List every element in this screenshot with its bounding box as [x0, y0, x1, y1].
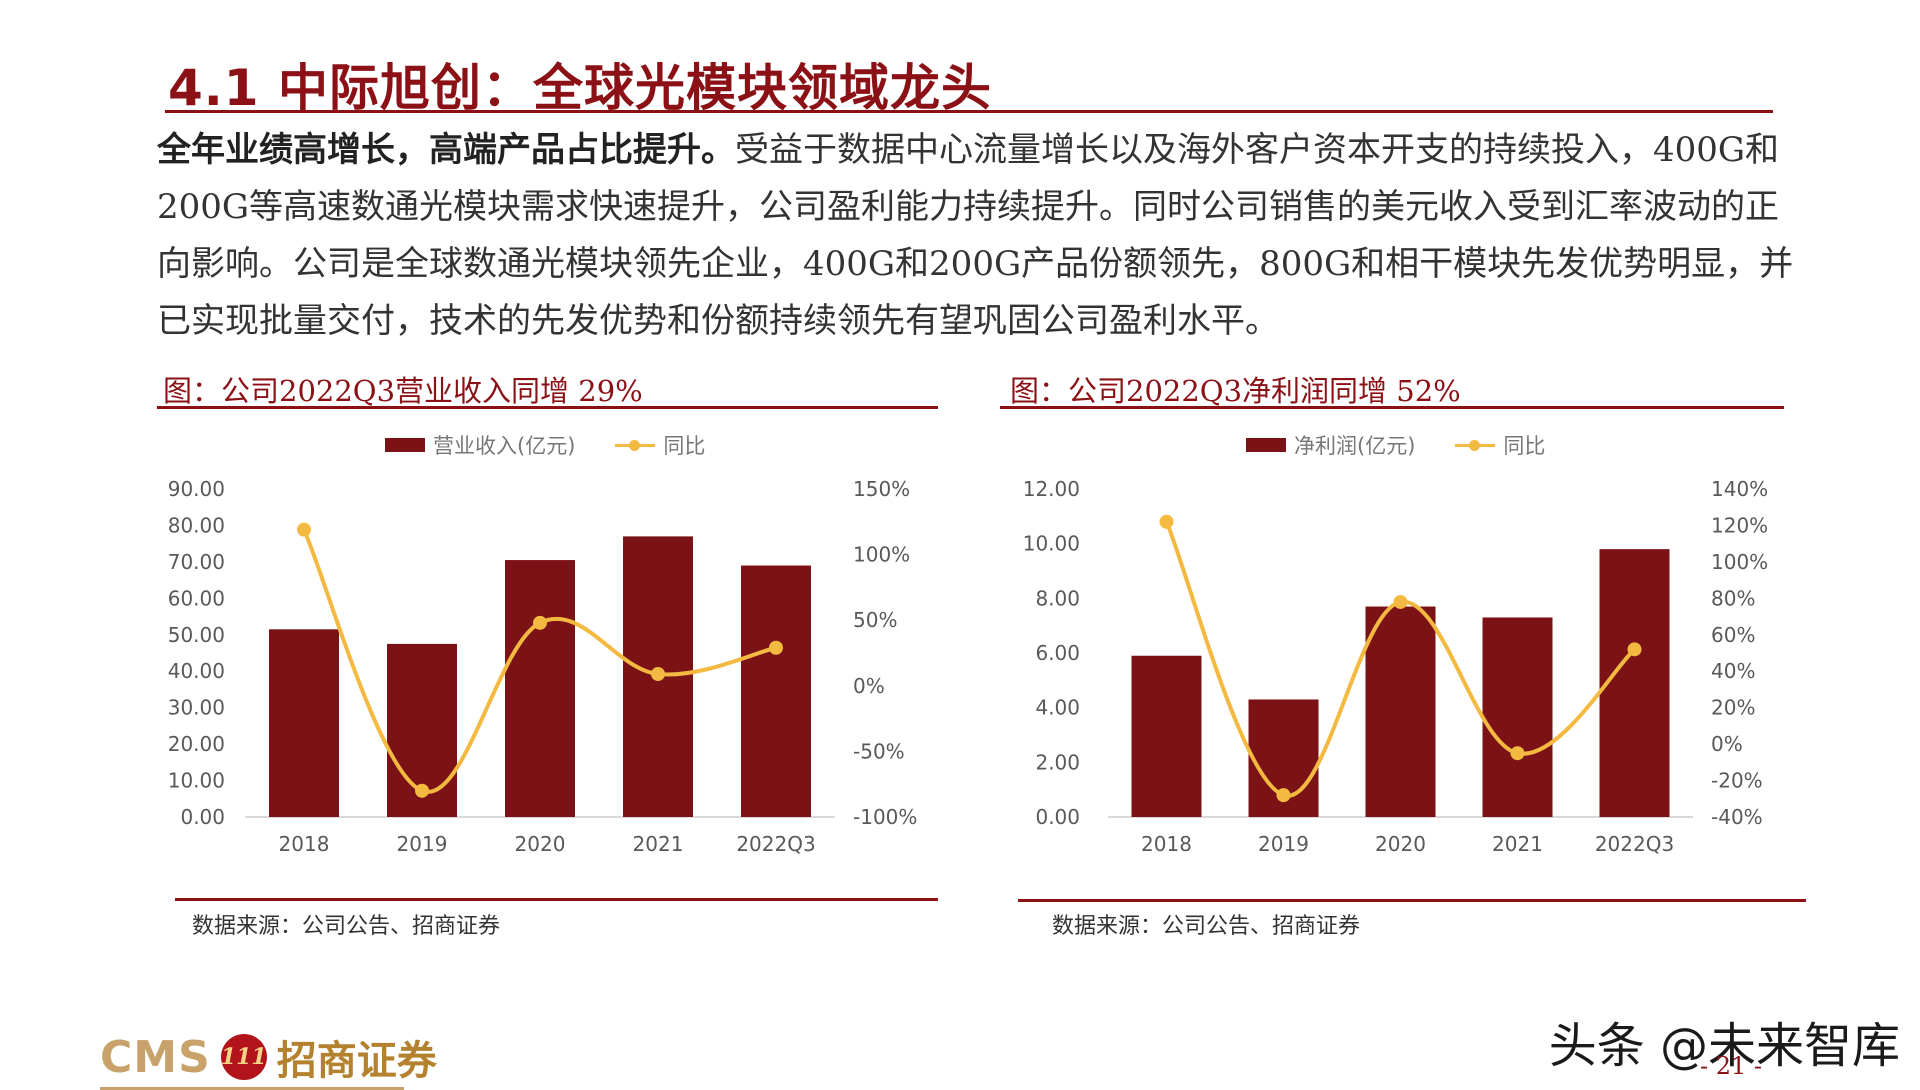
page-title: 4.1 中际旭创：全球光模块领域龙头: [168, 59, 992, 117]
chart-2-source-rule: [1018, 899, 1806, 902]
yoy-line: [1164, 521, 1636, 798]
legend-bar-swatch: [1246, 438, 1286, 452]
chart-1-legend-line: 同比: [663, 434, 706, 458]
y2-tick-label: -40%: [1711, 805, 1763, 829]
summary-body: 受益于数据中心流量增长以及海外客户资本开支的持续投入，400G和200G等高速数…: [157, 130, 1794, 341]
x-tick-label: 2019: [1258, 832, 1309, 856]
y2-tick-label: 60%: [1711, 623, 1755, 647]
x-tick-label: 2020: [1375, 832, 1426, 856]
chart-1-legend-bar: 营业收入(亿元): [433, 434, 576, 458]
y2-tick-label: 50%: [853, 608, 897, 632]
summary-paragraph: 全年业绩高增长，高端产品占比提升。受益于数据中心流量增长以及海外客户资本开支的持…: [157, 122, 1797, 350]
page-number: - 21 -: [1700, 1052, 1763, 1080]
chart-2-legend: 净利润(亿元) 同比: [1246, 430, 1545, 460]
x-tick-label: 2018: [1141, 832, 1192, 856]
chart-1-source-rule: [175, 898, 938, 901]
legend-line-swatch: [1455, 438, 1496, 452]
y2-tick-label: 140%: [1711, 477, 1768, 501]
yoy-point: [297, 522, 311, 537]
y-tick-label: 8.00: [1035, 586, 1080, 610]
logo-cms-text: CMS: [100, 1031, 211, 1083]
bar: [1482, 617, 1553, 817]
y-tick-label: 30.00: [168, 696, 225, 720]
y-tick-label: 10.00: [168, 769, 225, 793]
yoy-point: [415, 783, 429, 798]
legend-bar-swatch: [385, 438, 425, 452]
y-tick-label: 20.00: [168, 732, 225, 756]
title-divider: [165, 110, 1773, 113]
x-tick-label: 2022Q3: [736, 832, 815, 856]
y2-tick-label: 150%: [853, 477, 910, 501]
y2-tick-label: -100%: [853, 805, 917, 829]
y-tick-label: 0.00: [1035, 805, 1080, 829]
y-tick-label: 50.00: [168, 623, 225, 647]
bar: [1599, 549, 1670, 817]
chart-2-legend-bar: 净利润(亿元): [1294, 434, 1416, 458]
bar: [505, 560, 575, 817]
bar: [741, 565, 811, 817]
logo-badge-icon: 111: [220, 1034, 267, 1080]
yoy-point: [1276, 788, 1291, 803]
y-tick-label: 6.00: [1035, 641, 1080, 665]
y2-tick-label: 100%: [853, 543, 910, 567]
chart-1-caption: 图：公司2022Q3营业收入同增 29%: [163, 374, 643, 408]
x-tick-label: 2020: [515, 832, 566, 856]
y-tick-label: 4.00: [1035, 696, 1080, 720]
y-tick-label: 90.00: [168, 477, 225, 501]
yoy-line: [302, 528, 777, 794]
x-tick-label: 2019: [397, 832, 448, 856]
yoy-point: [769, 640, 783, 655]
chart-2-source: 数据来源：公司公告、招商证券: [1052, 914, 1361, 939]
chart-1-source: 数据来源：公司公告、招商证券: [192, 914, 501, 939]
y2-tick-label: 0%: [1711, 732, 1743, 756]
chart-2-caption: 图：公司2022Q3净利润同增 52%: [1010, 374, 1461, 408]
x-tick-label: 2022Q3: [1595, 832, 1674, 856]
chart-2-legend-line: 同比: [1503, 434, 1546, 458]
bar: [1131, 655, 1202, 817]
bar: [1365, 606, 1436, 817]
y-tick-label: 12.00: [1023, 477, 1080, 501]
logo-cn-text: 招商证券: [276, 1037, 437, 1084]
yoy-point: [533, 615, 547, 630]
yoy-point: [1510, 746, 1525, 761]
y2-tick-label: -20%: [1711, 769, 1763, 793]
y-tick-label: 70.00: [168, 550, 225, 574]
y2-tick-label: 40%: [1711, 659, 1755, 683]
y2-tick-label: 120%: [1711, 513, 1768, 537]
yoy-point: [651, 666, 665, 681]
watermark: 头条 @未来智库: [1548, 1018, 1900, 1074]
legend-line-swatch: [615, 438, 656, 452]
y-tick-label: 0.00: [180, 805, 225, 829]
y2-tick-label: 80%: [1711, 586, 1755, 610]
y-tick-label: 60.00: [168, 586, 225, 610]
y2-tick-label: -50%: [853, 739, 905, 763]
y-tick-label: 80.00: [168, 513, 225, 537]
bar: [269, 629, 339, 817]
x-tick-label: 2018: [279, 832, 330, 856]
chart-1-caption-rule: [157, 406, 938, 409]
yoy-point: [1159, 514, 1174, 529]
y-tick-label: 40.00: [168, 659, 225, 683]
summary-lead: 全年业绩高增长，高端产品占比提升。: [157, 130, 735, 170]
chart-1-legend: 营业收入(亿元) 同比: [385, 430, 705, 460]
chart-2-caption-rule: [1000, 406, 1784, 409]
yoy-point: [1393, 594, 1408, 609]
y2-tick-label: 20%: [1711, 696, 1755, 720]
y-tick-label: 10.00: [1023, 532, 1080, 556]
x-tick-label: 2021: [1492, 832, 1543, 856]
brokerage-logo: CMS 111 招商证券: [100, 1028, 437, 1086]
yoy-point: [1627, 642, 1642, 657]
y2-tick-label: 0%: [853, 674, 885, 698]
y-tick-label: 2.00: [1035, 750, 1080, 774]
x-tick-label: 2021: [633, 832, 684, 856]
y2-tick-label: 100%: [1711, 550, 1768, 574]
